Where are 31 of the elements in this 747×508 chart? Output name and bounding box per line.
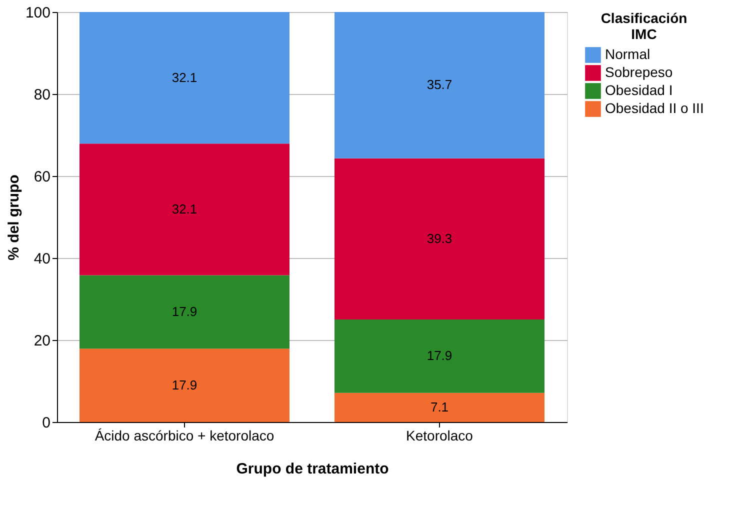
bar	[334, 392, 544, 422]
y-tick-label: 80	[34, 86, 50, 104]
data-label: 7.1	[430, 399, 449, 414]
data-label: 39.3	[426, 230, 452, 246]
y-tick-label: 0	[42, 414, 50, 432]
y-axis-title: % del grupo	[5, 174, 22, 260]
data-label: 35.7	[426, 77, 452, 92]
legend-label: Obesidad I	[605, 82, 673, 98]
bar	[334, 158, 544, 320]
bar	[80, 348, 290, 422]
bar	[334, 320, 544, 393]
bar	[80, 12, 290, 144]
y-tick-label: 60	[34, 168, 50, 186]
x-tick-label: Ácido ascórbico + ketorolaco	[94, 428, 274, 444]
data-label: 32.1	[172, 201, 198, 216]
data-label: 17.9	[172, 304, 198, 319]
bar	[80, 275, 290, 349]
legend-label: Normal	[605, 46, 650, 62]
legend-title: Clasificación IMC	[600, 10, 688, 42]
x-axis-title: Grupo de tratamiento	[236, 460, 389, 478]
data-label: 17.9	[426, 348, 452, 364]
y-tick-label: 20	[34, 332, 50, 350]
legend-label: Obesidad II o III	[605, 100, 704, 116]
bar	[334, 12, 544, 158]
y-tick-label: 100	[25, 4, 50, 22]
data-label: 17.9	[172, 377, 198, 392]
x-tick-label: Ketorolaco	[406, 428, 474, 444]
bar	[80, 144, 290, 276]
data-label: 32.1	[172, 70, 198, 85]
legend-label: Sobrepeso	[605, 64, 673, 80]
y-tick-label: 40	[34, 250, 50, 268]
